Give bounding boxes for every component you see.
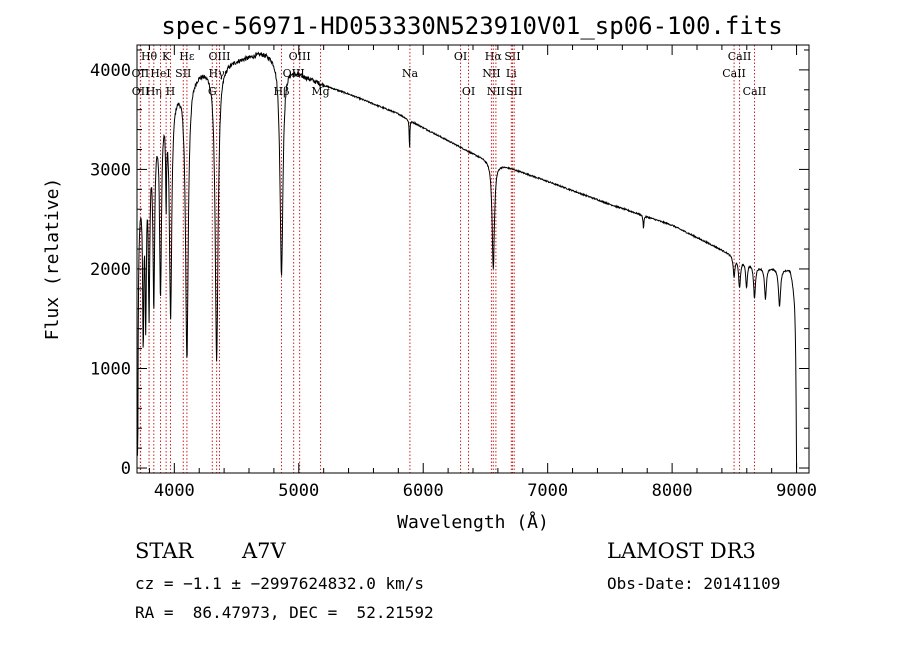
line-marker-label: G bbox=[208, 85, 217, 98]
line-marker-label: SII bbox=[504, 50, 520, 63]
line-marker-label: Hη bbox=[146, 85, 162, 98]
object-class: STAR bbox=[135, 539, 194, 563]
y-tick-label: 0 bbox=[121, 459, 131, 479]
coordinates-readout: RA = 86.47973, DEC = 52.21592 bbox=[135, 603, 434, 622]
line-marker-label: Hα bbox=[485, 50, 503, 63]
observation-date: Obs-Date: 20141109 bbox=[607, 574, 781, 593]
y-tick-label: 2000 bbox=[90, 260, 131, 280]
line-marker-label: OIII bbox=[289, 50, 311, 63]
line-marker-label: Hθ bbox=[141, 50, 158, 63]
line-marker-label: CaII bbox=[728, 50, 752, 63]
y-tick-label: 3000 bbox=[90, 160, 131, 180]
line-marker-label: OI bbox=[462, 85, 475, 98]
line-marker-label: Hε bbox=[179, 50, 195, 63]
x-tick-label: 7000 bbox=[527, 481, 568, 501]
y-axis-label: Flux (relative) bbox=[42, 178, 63, 341]
line-marker-label: SII bbox=[506, 85, 522, 98]
line-marker-label: HeI bbox=[150, 67, 170, 80]
chart-title: spec-56971-HD053330N523910V01_sp06-100.f… bbox=[161, 12, 782, 40]
line-marker-label: Hγ bbox=[209, 67, 226, 80]
line-marker-label: Na bbox=[402, 67, 419, 80]
line-marker-label: OII bbox=[132, 85, 150, 98]
line-marker-label: H bbox=[166, 85, 176, 98]
line-marker-label: CaII bbox=[743, 85, 767, 98]
line-marker-label: NII bbox=[482, 67, 500, 80]
y-tick-label: 1000 bbox=[90, 359, 131, 379]
line-markers: HθOIIOIIHηKHeIHHεSIIGOIIIHγHβOIIIOIIIMgN… bbox=[132, 45, 767, 473]
plot-frame bbox=[136, 44, 810, 474]
line-marker-label: NII bbox=[487, 85, 505, 98]
x-tick-label: 6000 bbox=[403, 481, 444, 501]
spectrum-line bbox=[137, 51, 798, 469]
line-marker-label: K bbox=[162, 50, 171, 63]
line-marker-label: Mg bbox=[311, 85, 329, 98]
redshift-readout: cz = −1.1 ± −2997624832.0 km/s bbox=[135, 574, 424, 593]
line-marker-label: Li bbox=[506, 67, 517, 80]
x-tick-label: 8000 bbox=[652, 481, 693, 501]
line-marker-label: SII bbox=[175, 67, 191, 80]
y-tick-label: 4000 bbox=[90, 61, 131, 81]
x-tick-label: 4000 bbox=[154, 481, 195, 501]
line-marker-label: OIII bbox=[208, 50, 230, 63]
x-tick-label: 9000 bbox=[776, 481, 817, 501]
x-tick-label: 5000 bbox=[278, 481, 319, 501]
line-marker-label: OI bbox=[454, 50, 467, 63]
line-marker-label: CaII bbox=[722, 67, 746, 80]
spectral-subclass: A7V bbox=[242, 539, 286, 563]
x-axis-label: Wavelength (Å) bbox=[397, 511, 549, 533]
line-marker-label: Hβ bbox=[274, 85, 290, 98]
axis-ticks: 4000 5000 6000 7000 8000 9000 0 1000 2000 3000 400… bbox=[90, 45, 817, 501]
survey-name: LAMOST DR3 bbox=[607, 539, 756, 563]
